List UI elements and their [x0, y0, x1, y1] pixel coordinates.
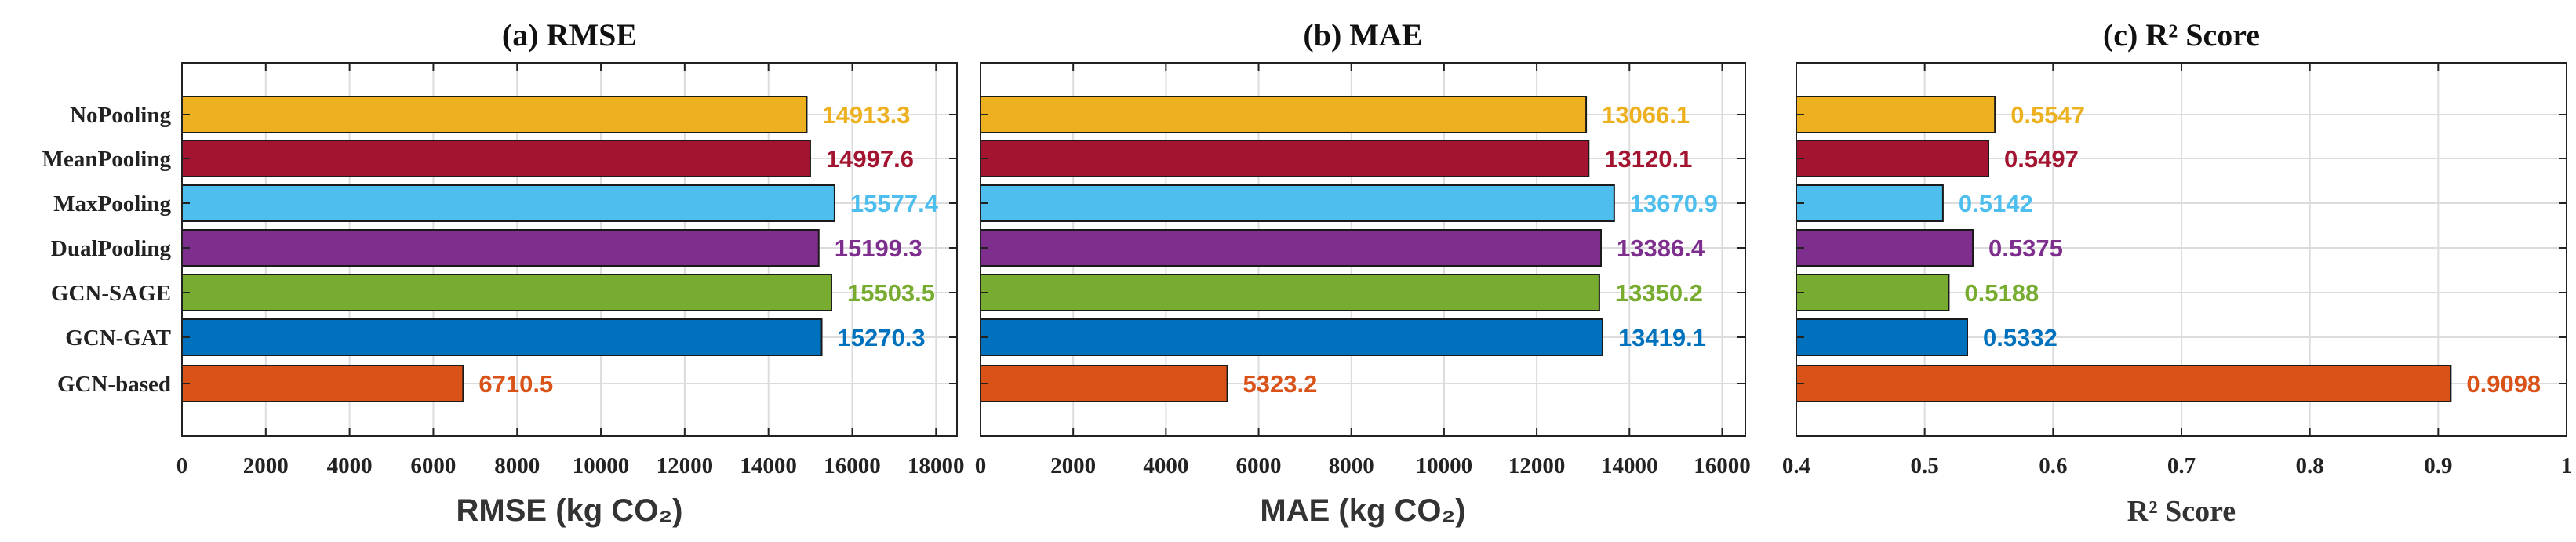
bar [1796, 184, 1944, 222]
bar [1796, 229, 1974, 267]
x-tick-label: 0.5 [1911, 453, 1939, 478]
category-label: GCN-GAT [65, 326, 171, 351]
x-tick-label: 12000 [1508, 453, 1566, 478]
bar [181, 318, 823, 356]
value-label: 13670.9 [1630, 190, 1718, 217]
category-label: MaxPooling [53, 191, 171, 216]
plot-frame [181, 62, 958, 437]
panel-title: (c) R² Score [2103, 17, 2260, 53]
x-tick-label: 2000 [243, 453, 289, 478]
x-tick-label: 0 [975, 453, 987, 478]
bar [181, 229, 820, 267]
bar [181, 274, 832, 311]
panel-r2: (c) R² Score0.55470.54970.51420.53750.51… [1782, 17, 2572, 528]
bar [181, 96, 808, 133]
x-tick-label: 0.9 [2424, 453, 2452, 478]
x-tick-label: 16000 [824, 453, 881, 478]
x-tick-label: 6000 [1236, 453, 1282, 478]
x-tick-label: 0.8 [2296, 453, 2324, 478]
x-tick-label: 0.4 [1782, 453, 1810, 478]
value-label: 13386.4 [1617, 235, 1705, 262]
x-tick-label: 10000 [1416, 453, 1473, 478]
bar [1796, 96, 1996, 133]
category-label: DualPooling [51, 236, 172, 261]
bar [181, 365, 464, 402]
bar [181, 184, 835, 222]
value-label: 0.5375 [1988, 235, 2063, 262]
x-tick-label: 10000 [573, 453, 630, 478]
value-label: 15270.3 [838, 324, 926, 351]
x-axis-label: R² Score [2127, 495, 2236, 528]
x-tick-label: 14000 [1601, 453, 1658, 478]
bar [1796, 365, 2452, 402]
value-label: 0.5142 [1959, 190, 2033, 217]
bar [980, 140, 1590, 177]
bar [1796, 140, 1990, 177]
bar [1796, 318, 1969, 356]
bar [980, 274, 1600, 311]
value-label: 13419.1 [1618, 324, 1706, 351]
bar [980, 184, 1615, 222]
bar [980, 365, 1228, 402]
bar [980, 229, 1603, 267]
x-tick-label: 16000 [1694, 453, 1751, 478]
category-label: MeanPooling [42, 147, 172, 172]
x-tick-label: 14000 [740, 453, 797, 478]
x-axis-label: MAE (kg CO₂) [1260, 493, 1465, 528]
x-tick-label: 2000 [1050, 453, 1096, 478]
x-tick-label: 0.6 [2039, 453, 2067, 478]
x-tick-label: 1 [2561, 453, 2573, 478]
value-label: 0.9098 [2466, 370, 2541, 398]
x-tick-label: 4000 [327, 453, 373, 478]
bar [1796, 274, 1950, 311]
value-label: 15577.4 [850, 190, 939, 217]
x-tick-label: 0 [176, 453, 188, 478]
x-tick-label: 0.7 [2167, 453, 2196, 478]
panel-title: (b) MAE [1303, 17, 1422, 53]
bar [980, 96, 1588, 133]
x-axis-label: RMSE (kg CO₂) [457, 493, 683, 528]
panel-mae: (b) MAE 13066.1 13120.1 13670.9 13386.4 13350… [975, 17, 1751, 528]
value-label: 0.5547 [2010, 101, 2085, 129]
plot-frame [980, 62, 1746, 437]
bar [181, 140, 811, 177]
x-tick-label: 8000 [494, 453, 540, 478]
value-label: 13066.1 [1602, 101, 1690, 129]
category-label: GCN-SAGE [51, 281, 171, 306]
x-tick-label: 4000 [1143, 453, 1188, 478]
x-tick-label: 6000 [410, 453, 456, 478]
value-label: 6710.5 [478, 370, 553, 398]
value-label: 14997.6 [826, 145, 914, 173]
value-label: 0.5332 [1983, 324, 2058, 351]
x-tick-label: 12000 [657, 453, 714, 478]
value-label: 14913.3 [822, 101, 910, 129]
panel-rmse: (a) RMSE 14913.3 14997.6 15577.4 15199.3 1550… [42, 17, 965, 528]
category-label: GCN-based [57, 372, 171, 397]
value-label: 0.5188 [1964, 279, 2039, 307]
category-label: NoPooling [70, 103, 171, 128]
value-label: 13120.1 [1604, 145, 1692, 173]
value-label: 0.5497 [2004, 145, 2079, 173]
x-tick-label: 8000 [1329, 453, 1374, 478]
value-label: 5323.2 [1243, 370, 1318, 398]
x-tick-label: 18000 [908, 453, 965, 478]
bar [980, 318, 1603, 356]
value-label: 13350.2 [1615, 279, 1703, 307]
value-label: 15199.3 [835, 235, 922, 262]
value-label: 15503.5 [847, 279, 935, 307]
panel-title: (a) RMSE [502, 17, 637, 53]
